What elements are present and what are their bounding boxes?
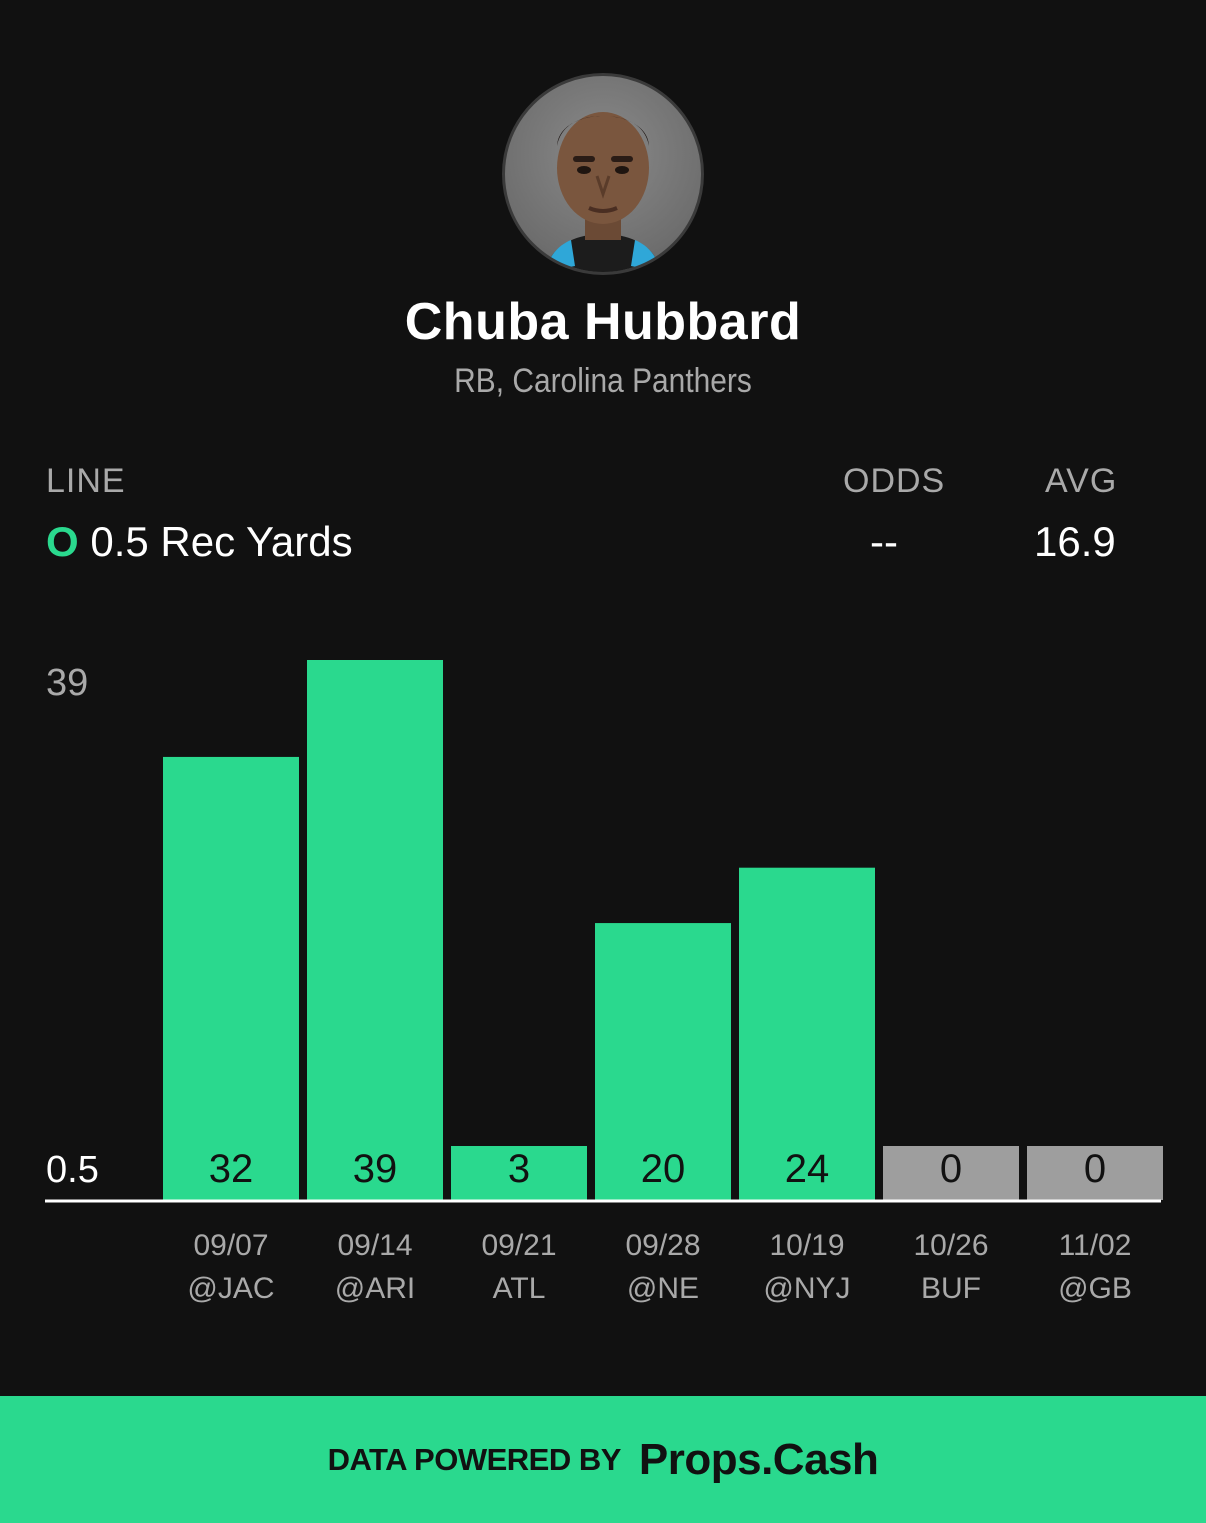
- footer-brand-logo[interactable]: Props.Cash: [638, 1434, 879, 1484]
- bar-value-label: 20: [641, 1147, 686, 1191]
- bar-value-label: 3: [508, 1147, 530, 1191]
- bar-10-19: [739, 867, 875, 1200]
- game-log-bar-chart: 39 0.5 32 09/07 @JAC 39 09/14 @ARI 3 09/21 ATL 20 09…: [45, 660, 1163, 1305]
- bar-09-14: [307, 660, 443, 1200]
- footer-text: DATA POWERED BY: [327, 1441, 622, 1477]
- x-tick-opponent: BUF: [921, 1272, 981, 1305]
- line-value: 0.5 Rec Yards: [90, 518, 353, 565]
- over-indicator: O: [46, 518, 79, 565]
- line-label: LINE: [46, 462, 126, 500]
- odds-value: --: [870, 518, 898, 565]
- avg-label: AVG: [1045, 462, 1118, 500]
- x-tick-date: 09/28: [625, 1229, 700, 1262]
- x-tick-opponent: ATL: [493, 1272, 546, 1305]
- bar-09-21: [451, 1146, 587, 1200]
- x-tick-opponent: @NE: [627, 1272, 699, 1305]
- bar-value-label: 24: [785, 1147, 830, 1191]
- player-name: Chuba Hubbard: [404, 293, 802, 351]
- bar-value-label: 0: [1084, 1147, 1106, 1191]
- x-tick-date: 10/19: [769, 1229, 844, 1262]
- player-photo-icon: [545, 112, 661, 272]
- bar-value-label: 32: [209, 1147, 254, 1191]
- x-tick-opponent: @GB: [1058, 1272, 1132, 1305]
- avg-value: 16.9: [1034, 518, 1116, 565]
- x-tick-opponent: @JAC: [187, 1272, 274, 1305]
- line-value-row: O 0.5 Rec Yards: [46, 518, 353, 566]
- bar-11-02: [1027, 1146, 1163, 1200]
- player-team-position: RB, Carolina Panthers: [454, 362, 752, 400]
- bar-value-label: 0: [940, 1147, 962, 1191]
- x-tick-date: 09/14: [337, 1229, 412, 1262]
- odds-label: ODDS: [843, 462, 946, 500]
- x-tick-opponent: @ARI: [335, 1272, 415, 1305]
- bar-09-28: [595, 923, 731, 1200]
- x-tick-date: 10/26: [913, 1229, 988, 1262]
- bar-value-label: 39: [353, 1147, 398, 1191]
- x-tick-date: 09/21: [481, 1229, 556, 1262]
- x-tick-date: 11/02: [1059, 1229, 1132, 1262]
- footer-banner: DATA POWERED BY Props.Cash: [0, 1396, 1206, 1523]
- x-tick-opponent: @NYJ: [763, 1272, 850, 1305]
- y-tick-max: 39: [46, 662, 88, 704]
- bar-10-26: [883, 1146, 1019, 1200]
- x-tick-date: 09/07: [193, 1229, 268, 1262]
- y-tick-line: 0.5: [46, 1149, 99, 1191]
- bar-09-07: [163, 756, 299, 1200]
- player-avatar: [502, 73, 704, 275]
